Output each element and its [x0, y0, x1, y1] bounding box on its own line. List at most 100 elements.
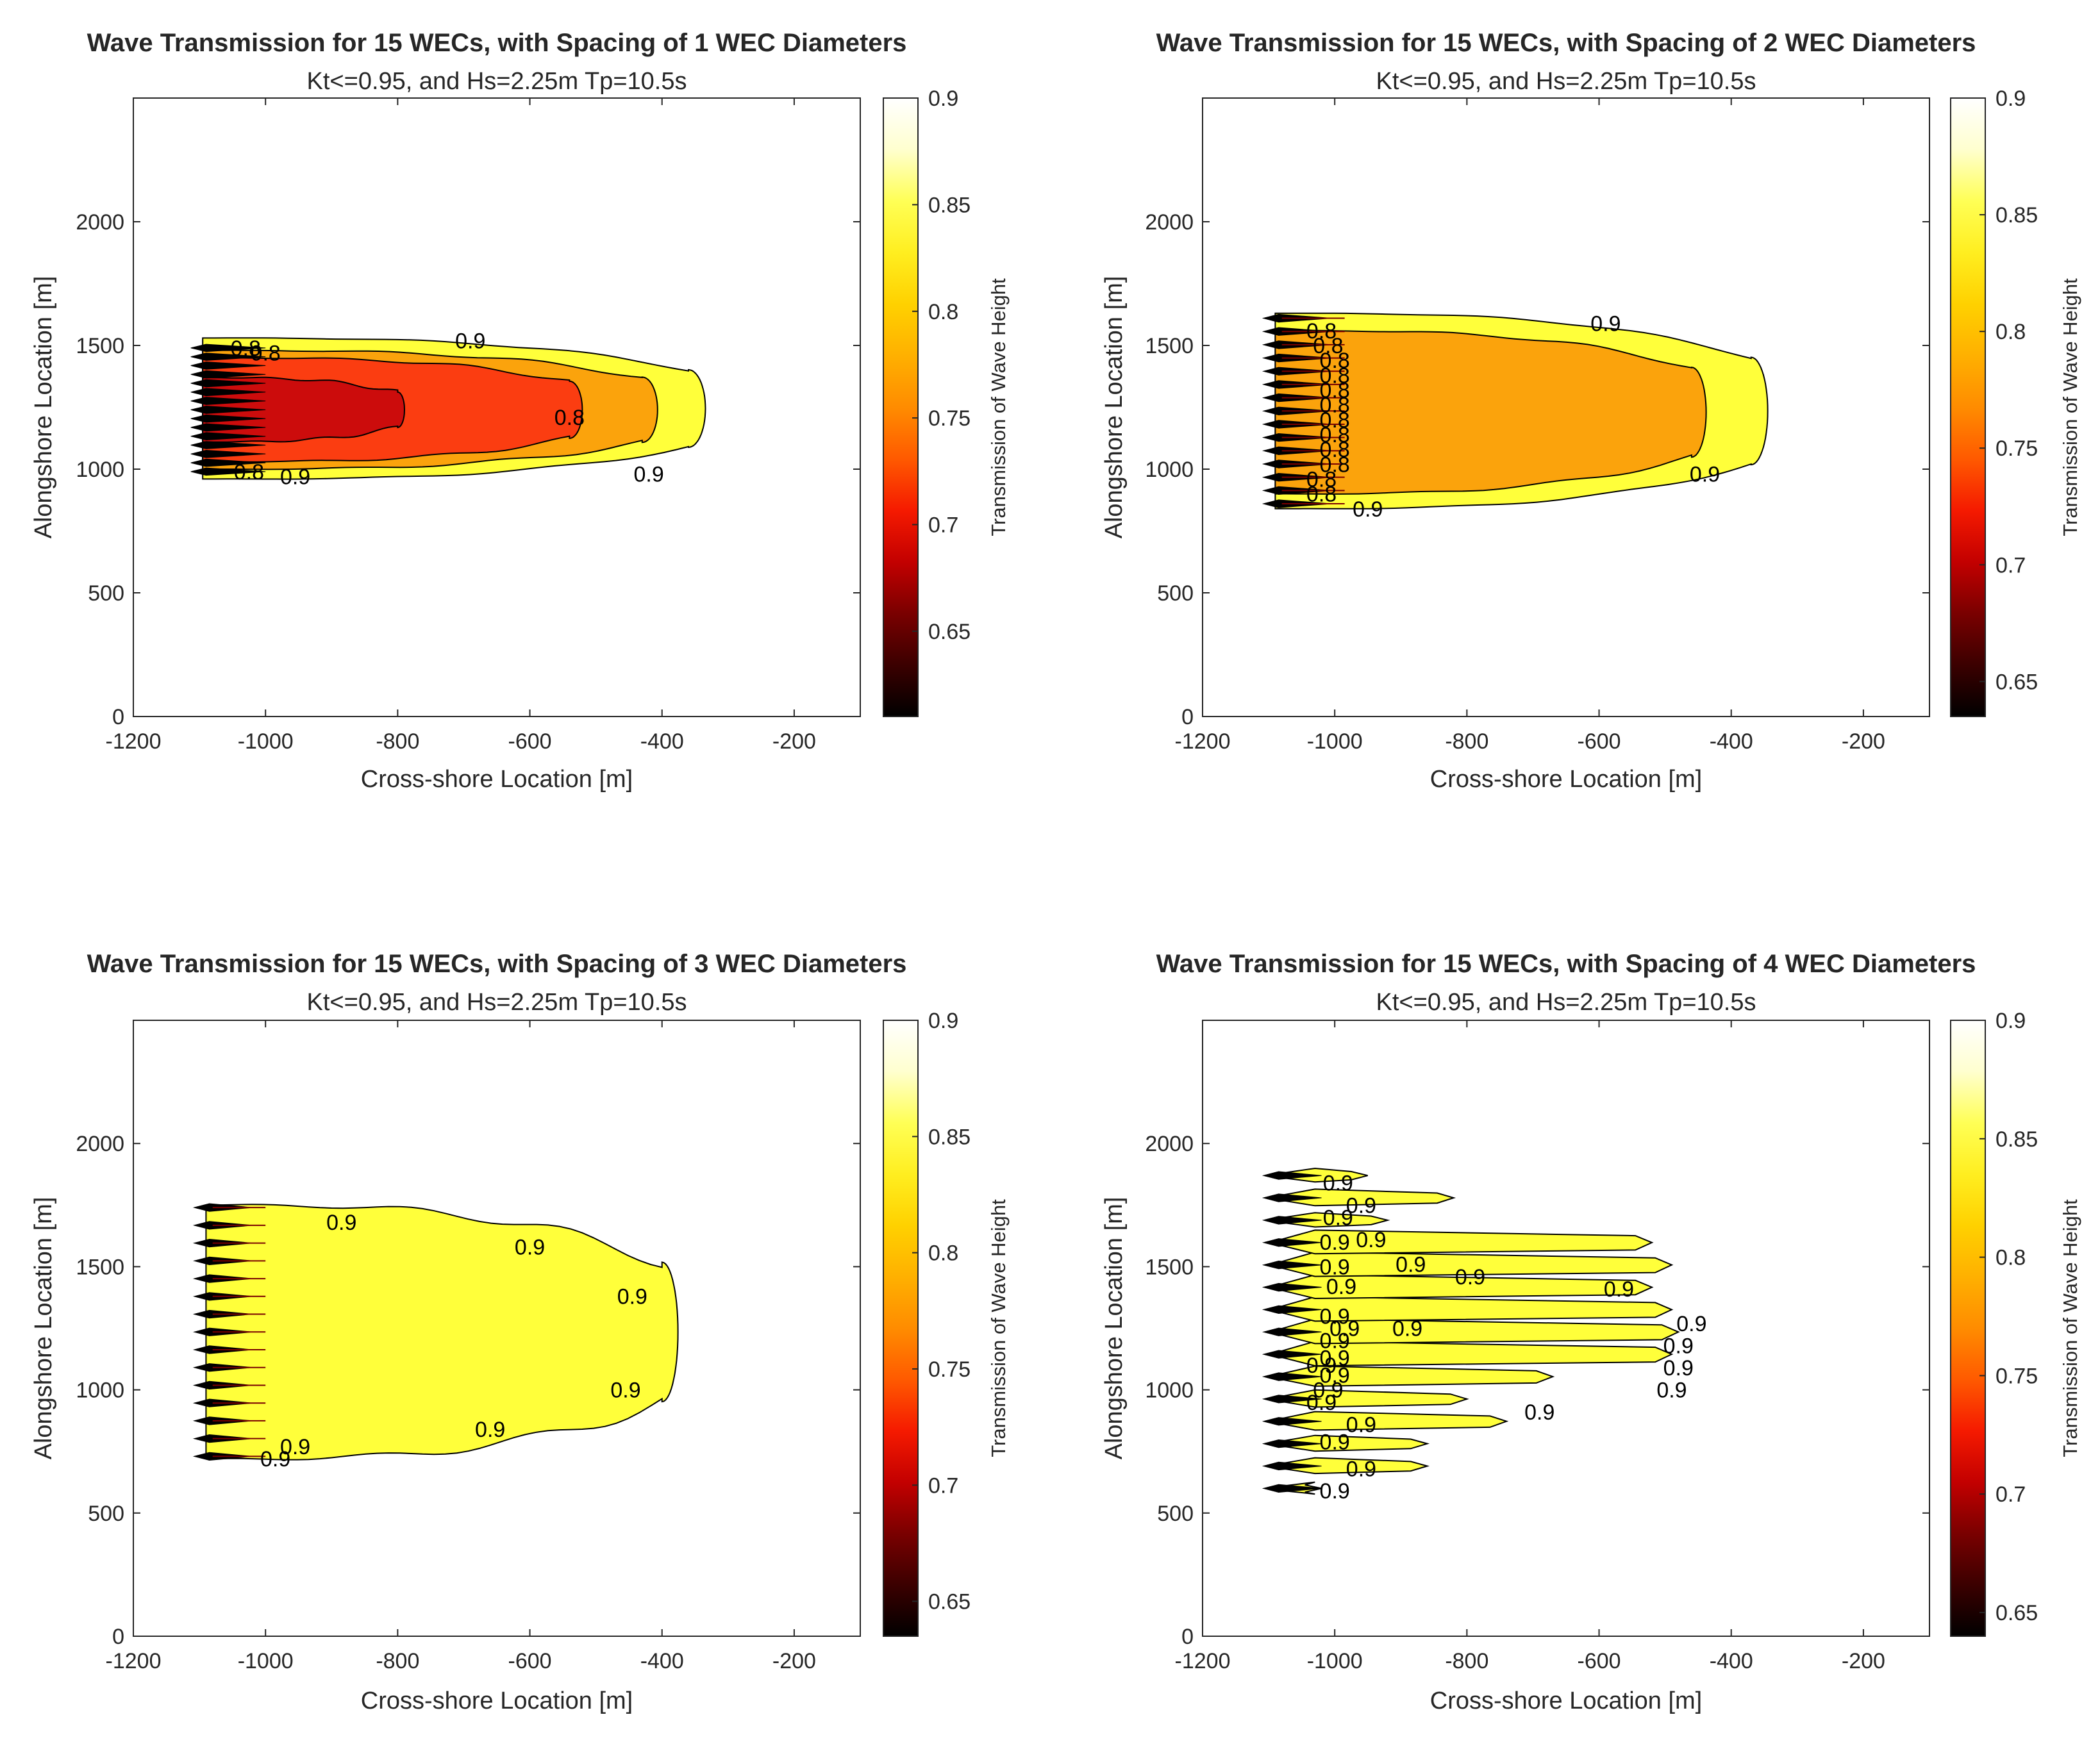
x-tick-label: -800 [376, 729, 419, 754]
colorbar-tick-label: 0.65 [1996, 670, 2038, 694]
axes-frame [133, 1020, 861, 1637]
y-tick-label: 500 [1157, 581, 1194, 606]
x-tick-label: -200 [772, 1649, 816, 1673]
contour-label: 0.8 [1306, 483, 1337, 507]
y-tick-label: 1000 [76, 1379, 124, 1403]
contour-label: 0.9 [1690, 463, 1720, 487]
x-tick-label: -800 [1445, 729, 1488, 754]
contour-label: 0.9 [1524, 1400, 1554, 1425]
x-tick-label: -1000 [238, 729, 294, 754]
wec-device-3 [1262, 1439, 1322, 1448]
wec-device-10 [1262, 1282, 1322, 1292]
contour-label: 0.9 [260, 1447, 290, 1471]
axes-frame [1202, 1020, 1930, 1637]
contour-label: 0.9 [1323, 1172, 1353, 1196]
axes-frame [1202, 97, 1930, 717]
contour-label: 0.9 [1320, 1479, 1350, 1504]
contour-region [202, 376, 406, 443]
contour-label: 0.9 [1604, 1277, 1634, 1302]
colorbar-tick-label: 0.65 [928, 620, 971, 644]
y-tick-label: 2000 [76, 210, 124, 235]
contour-label: 0.9 [1320, 1347, 1350, 1371]
wec-device-2 [1262, 1461, 1322, 1471]
x-tick-label: -600 [508, 1649, 552, 1673]
contour-label: 0.9 [1320, 1430, 1350, 1454]
contour-label: 0.8 [251, 342, 281, 366]
contour-label: 0.9 [1656, 1379, 1687, 1403]
chart-title: Wave Transmission for 15 WECs, with Spac… [1156, 29, 1976, 57]
contour-label: 0.9 [1396, 1253, 1426, 1277]
colorbar [883, 97, 919, 717]
wec-device-5 [190, 432, 266, 441]
colorbar-tick-label: 0.9 [1996, 1009, 2026, 1033]
colorbar-tick-label: 0.7 [928, 1473, 958, 1498]
x-tick-label: -600 [1578, 1649, 1621, 1673]
wec-device-13 [1262, 1216, 1322, 1225]
y-tick-label: 0 [112, 705, 124, 729]
x-tick-label: -1200 [1175, 729, 1231, 754]
chart-title: Wave Transmission for 15 WECs, with Spac… [87, 29, 907, 57]
wec-device-2 [190, 458, 266, 467]
panel-4: Wave Transmission for 15 WECs, with Spac… [1101, 950, 2081, 1714]
panel-1: Wave Transmission for 15 WECs, with Spac… [30, 29, 1010, 793]
contour-label: 0.9 [1326, 1275, 1356, 1299]
colorbar-label: Transmission of Wave Height [2059, 278, 2081, 536]
x-tick-label: -400 [640, 1649, 684, 1673]
wec-device-4 [190, 441, 266, 449]
y-tick-label: 0 [112, 1625, 124, 1649]
wec-device-11 [1262, 1260, 1322, 1270]
wec-device-15 [190, 344, 266, 352]
y-tick-label: 2000 [1145, 1132, 1194, 1156]
colorbar-label: Transmission of Wave Height [987, 278, 1010, 536]
y-tick-label: 500 [1157, 1502, 1194, 1526]
contour-label: 0.9 [1676, 1312, 1706, 1336]
x-axis-label: Cross-shore Location [m] [1430, 1687, 1703, 1714]
x-tick-label: -200 [1842, 729, 1885, 754]
colorbar-tick-label: 0.75 [928, 1357, 971, 1382]
y-tick-label: 500 [88, 581, 124, 606]
colorbar-label: Transmission of Wave Height [2059, 1199, 2081, 1457]
colorbar-tick-label: 0.7 [928, 513, 958, 538]
x-tick-label: -1200 [1175, 1649, 1231, 1673]
x-tick-label: -800 [1445, 1649, 1488, 1673]
contour-fills [192, 1203, 679, 1461]
panel-2: Wave Transmission for 15 WECs, with Spac… [1101, 29, 2081, 793]
x-axis-label: Cross-shore Location [m] [361, 766, 633, 793]
colorbar-tick-label: 0.65 [1996, 1601, 2038, 1625]
colorbar-tick-label: 0.8 [928, 300, 958, 324]
colorbar-tick-label: 0.75 [1996, 1364, 2038, 1388]
wec-device-6 [190, 423, 266, 432]
x-tick-label: -1000 [1307, 729, 1363, 754]
contour-region [1274, 329, 1707, 495]
colorbar-tick-label: 0.8 [928, 1241, 958, 1266]
wec-device-3 [190, 449, 266, 458]
contour-label: 0.8 [1320, 363, 1350, 388]
colorbar [883, 1020, 919, 1637]
contour-label: 0.8 [1320, 423, 1350, 447]
wec-device-12 [1262, 1238, 1322, 1247]
contour-label: 0.8 [1313, 334, 1343, 358]
y-axis-label: Alongshore Location [m] [30, 276, 57, 539]
wec-device-15 [1262, 1171, 1322, 1180]
colorbar-tick-label: 0.9 [1996, 87, 2026, 111]
contour-label: 0.9 [1455, 1265, 1485, 1289]
x-tick-label: -200 [1842, 1649, 1885, 1673]
y-tick-label: 0 [1181, 705, 1194, 729]
contour-label: 0.9 [280, 1435, 310, 1459]
contour-labels: 0.90.90.90.90.90.90.9 [260, 1211, 647, 1471]
wec-device-9 [1262, 1305, 1322, 1314]
contour-label: 0.9 [1356, 1228, 1386, 1252]
contour-region [205, 1204, 679, 1461]
colorbar-tick-label: 0.85 [928, 193, 971, 217]
contour-label: 0.8 [1320, 349, 1350, 373]
x-tick-label: -1000 [238, 1649, 294, 1673]
contour-label: 0.9 [610, 1379, 640, 1403]
contour-label: 0.9 [280, 465, 310, 490]
contour-label: 0.9 [1346, 1413, 1376, 1437]
contour-label: 0.9 [515, 1236, 545, 1260]
x-tick-label: -200 [772, 729, 816, 754]
y-tick-label: 1000 [1145, 458, 1194, 482]
contour-label: 0.9 [1306, 1391, 1337, 1415]
y-tick-label: 500 [88, 1502, 124, 1526]
